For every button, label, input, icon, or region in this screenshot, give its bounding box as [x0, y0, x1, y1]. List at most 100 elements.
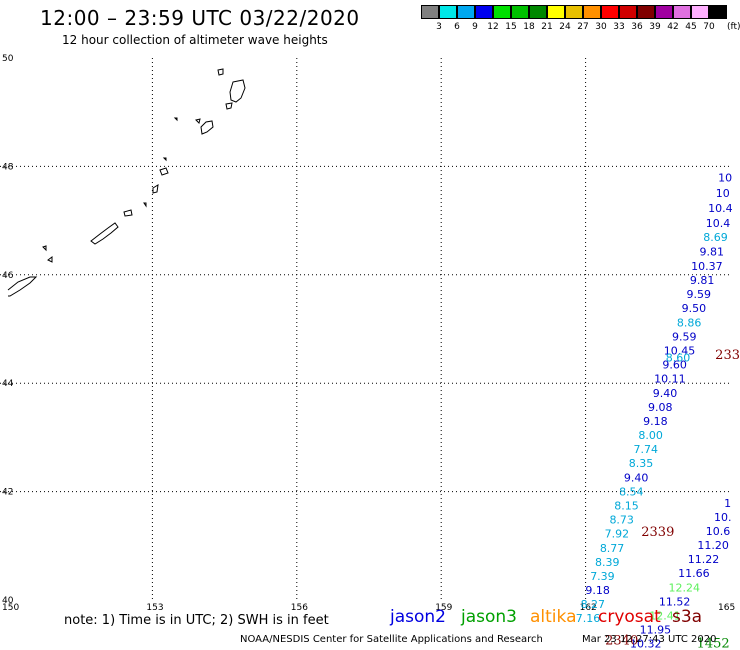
swh-observation-label: 8.35	[629, 457, 654, 470]
legend-tick: 15	[505, 22, 517, 32]
swh-observation-label: 8.00	[638, 429, 663, 442]
swh-observation-label: 7.74	[634, 443, 659, 456]
swh-observation-label: 11.22	[688, 553, 720, 566]
legend-tick: 6	[454, 22, 460, 32]
swh-observation-label: 9.18	[585, 584, 610, 597]
wave-height-observations: 101010.410.48.699.8110.379.819.599.508.8…	[576, 172, 740, 650]
legend-tick: 33	[613, 22, 625, 32]
swh-observation-label: 7.39	[590, 570, 615, 583]
island-small	[217, 68, 224, 76]
legend-tick: 45	[685, 22, 697, 32]
map-subtitle: 12 hour collection of altimeter wave hei…	[62, 33, 328, 47]
island-small	[47, 256, 53, 263]
island-kuril-south	[90, 222, 119, 245]
island-small	[143, 202, 147, 208]
swh-observation-label: 8.77	[600, 542, 625, 555]
swh-observation-label: 12.24	[669, 581, 701, 594]
hokkaido-coast	[7, 276, 38, 297]
island-small	[195, 118, 201, 124]
swh-observation-label: 10	[716, 187, 730, 200]
lon-label: 162	[580, 603, 597, 613]
swh-observation-label: 9.40	[624, 471, 649, 484]
swh-observation-label: 10.6	[706, 525, 731, 538]
legend-tick: 9	[472, 22, 478, 32]
swh-observation-label: 10.45	[664, 344, 696, 357]
map-title: 12:00 – 23:59 UTC 03/22/2020	[40, 6, 360, 30]
island-small	[123, 209, 133, 217]
legend-swatch-3	[475, 5, 493, 19]
legend-s3a: s3a	[672, 607, 703, 627]
lat-label: 42	[2, 488, 13, 498]
legend-swatch-1	[439, 5, 457, 19]
lon-label: 153	[146, 603, 163, 613]
island-small	[159, 167, 169, 176]
swh-observation-label: 7.92	[605, 528, 630, 541]
legend-tick: 24	[559, 22, 571, 32]
swh-observation-label: 1	[724, 497, 731, 510]
map-gridlines	[0, 58, 730, 600]
swh-observation-label: 11.95	[640, 624, 672, 637]
legend-swatch-4	[493, 5, 511, 19]
legend-swatch-10	[601, 5, 619, 19]
swh-observation-label: 11.52	[659, 595, 691, 608]
legend-swatch-12	[637, 5, 655, 19]
lat-label: 48	[2, 162, 14, 172]
swh-observation-label: 1452	[697, 637, 730, 650]
lon-label: 159	[435, 603, 452, 613]
swh-observation-label: 8.73	[609, 514, 634, 527]
swh-observation-label: 9.18	[643, 415, 668, 428]
island-small	[173, 117, 178, 122]
legend-unit: (ft)	[727, 22, 740, 32]
axis-labels: 150 153 156 159 162 165 50 48 46 44 42 40	[2, 54, 735, 613]
credit-text: NOAA/NESDIS Center for Satellite Applica…	[240, 634, 543, 645]
legend-swatch-5	[511, 5, 529, 19]
legend-swatch-15	[691, 5, 709, 19]
legend-tick: 12	[487, 22, 499, 32]
swh-observation-label: 11.20	[697, 539, 729, 552]
lat-label: 44	[2, 379, 14, 389]
legend-swatch-16	[709, 5, 727, 19]
island-small	[225, 102, 233, 110]
timestamp: Mar 23 12:27:43 UTC 2020	[582, 634, 717, 645]
swh-observation-label: 9.59	[686, 288, 711, 301]
swh-observation-label: 9.08	[648, 401, 673, 414]
legend-tick: 18	[523, 22, 535, 32]
swh-observation-label: 10.11	[654, 373, 686, 386]
legend-tick: 42	[667, 22, 679, 32]
swh-observation-label: 9.60	[662, 359, 687, 372]
swh-observation-label: 9.50	[682, 302, 707, 315]
legend-swatch-11	[619, 5, 637, 19]
swh-observation-label: 10.37	[691, 260, 723, 273]
legend-tick: 30	[595, 22, 607, 32]
swh-observation-label: 9.81	[690, 274, 715, 287]
legend-swatch-14	[673, 5, 691, 19]
swh-observation-label: 11.66	[678, 567, 710, 580]
legend-swatch-6	[529, 5, 547, 19]
legend-tick: 21	[541, 22, 553, 32]
note-text: note: 1) Time is in UTC; 2) SWH is in fe…	[64, 613, 329, 628]
swh-observation-label: 10.4	[706, 217, 731, 230]
island-kuril-north	[229, 79, 246, 103]
legend-swatch-13	[655, 5, 673, 19]
legend-jason3: jason3	[461, 607, 517, 627]
legend-jason2: jason2	[390, 607, 446, 627]
lat-label: 46	[2, 271, 14, 281]
legend-tick: 70	[703, 22, 715, 32]
swh-observation-label: 8.60	[666, 352, 691, 365]
swh-observation-label: 10.4	[708, 202, 733, 215]
swh-observation-label: 8.27	[581, 598, 606, 611]
island-small	[152, 184, 159, 194]
legend-swatch-8	[565, 5, 583, 19]
lat-label: 40	[2, 596, 14, 606]
swh-observation-label: 10	[718, 172, 732, 185]
island-small	[42, 245, 47, 252]
swh-observation-label: 10.32	[630, 638, 662, 650]
swh-observation-label: 8.39	[595, 556, 620, 569]
swh-observation-label: 8.54	[619, 485, 644, 498]
lon-label: 156	[291, 603, 308, 613]
legend-tick: 39	[649, 22, 661, 32]
swh-observation-label: 10.	[714, 511, 732, 524]
swh-observation-label: 2340	[605, 633, 638, 648]
swh-observation-label: 8.15	[614, 499, 639, 512]
